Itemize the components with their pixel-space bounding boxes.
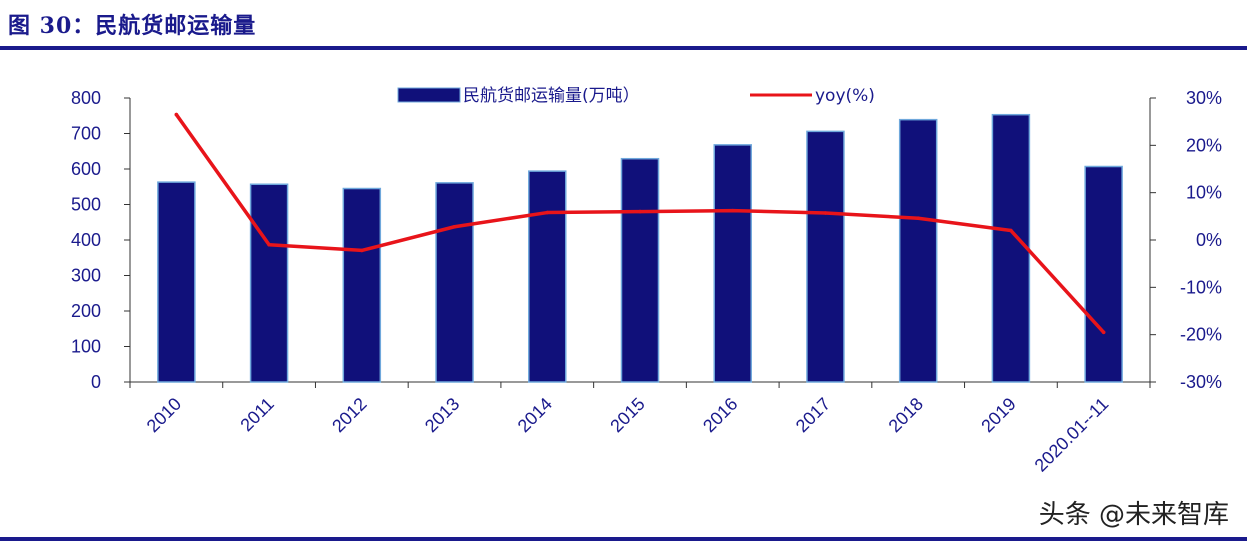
right-tick-label: 10% [1186, 183, 1222, 203]
right-tick-label: -30% [1180, 372, 1222, 392]
yoy-point [174, 112, 179, 117]
right-tick-label: 0% [1196, 230, 1222, 250]
right-tick-label: -10% [1180, 277, 1222, 297]
x-tick-label: 2019 [977, 394, 1019, 436]
x-tick-label: 2018 [885, 394, 927, 436]
x-tick-label: 2016 [699, 394, 741, 436]
bar-series [157, 113, 1123, 383]
yoy-point [916, 216, 920, 221]
legend-bar-swatch [397, 87, 461, 103]
bar [1084, 165, 1123, 383]
right-tick-label: 30% [1186, 88, 1222, 108]
x-tick-label: 2011 [236, 394, 278, 436]
right-tick-label: -20% [1180, 325, 1222, 345]
left-tick-label: 700 [71, 124, 101, 144]
bar [342, 187, 382, 383]
left-tick-label: 500 [71, 195, 101, 215]
yoy-point [545, 210, 550, 215]
bar [620, 157, 660, 383]
x-tick-label: 2013 [421, 394, 463, 436]
watermark: 头条 @未来智库 [1038, 500, 1229, 530]
bar [806, 130, 845, 383]
right-tick-label: 20% [1186, 135, 1222, 155]
left-tick-label: 200 [71, 301, 101, 321]
left-tick-label: 100 [71, 337, 101, 357]
yoy-point [1101, 330, 1106, 335]
x-tick-label: 2017 [792, 394, 834, 436]
bar [991, 113, 1031, 383]
x-tick-label: 2015 [606, 394, 648, 436]
bar [528, 170, 567, 383]
yoy-point [823, 211, 828, 215]
left-tick-label: 0 [91, 372, 101, 392]
bar [713, 144, 752, 383]
legend-bar-label: 民航货邮运输量(万吨） [463, 86, 640, 106]
yoy-point [730, 208, 735, 213]
legend: 民航货邮运输量(万吨） yoy(%) [397, 86, 875, 106]
x-axis-ticks: 2010 2011 2012 2013 2014 2015 2016 2017 2018 2019… [129, 382, 1151, 476]
left-tick-label: 800 [71, 88, 101, 108]
yoy-point [267, 242, 271, 247]
bar [898, 118, 938, 383]
bar [157, 181, 196, 383]
left-tick-label: 300 [71, 266, 101, 286]
title-rule [0, 46, 1247, 50]
figure-title: 图 30：民航货邮运输量 [8, 13, 257, 39]
left-axis-ticks: 0 100 200 300 400 500 600 700 800 [71, 88, 130, 392]
bottom-rule [0, 537, 1247, 541]
x-tick-label: 2014 [514, 394, 556, 436]
bar [435, 182, 474, 383]
yoy-point [360, 248, 364, 253]
left-tick-label: 600 [71, 159, 101, 179]
yoy-point [452, 224, 457, 229]
legend-line-label: yoy(%) [815, 86, 875, 106]
line-series [174, 112, 1106, 335]
x-tick-label: 2020.01--11 [1031, 394, 1113, 476]
left-tick-label: 400 [71, 230, 101, 250]
yoy-point [638, 209, 642, 214]
right-axis-ticks: -30% -20% -10% 0% 10% 20% 30% [1150, 88, 1222, 392]
x-tick-label: 2010 [143, 394, 185, 436]
yoy-point [1009, 228, 1013, 233]
x-tick-label: 2012 [328, 394, 370, 436]
bar [249, 183, 289, 383]
